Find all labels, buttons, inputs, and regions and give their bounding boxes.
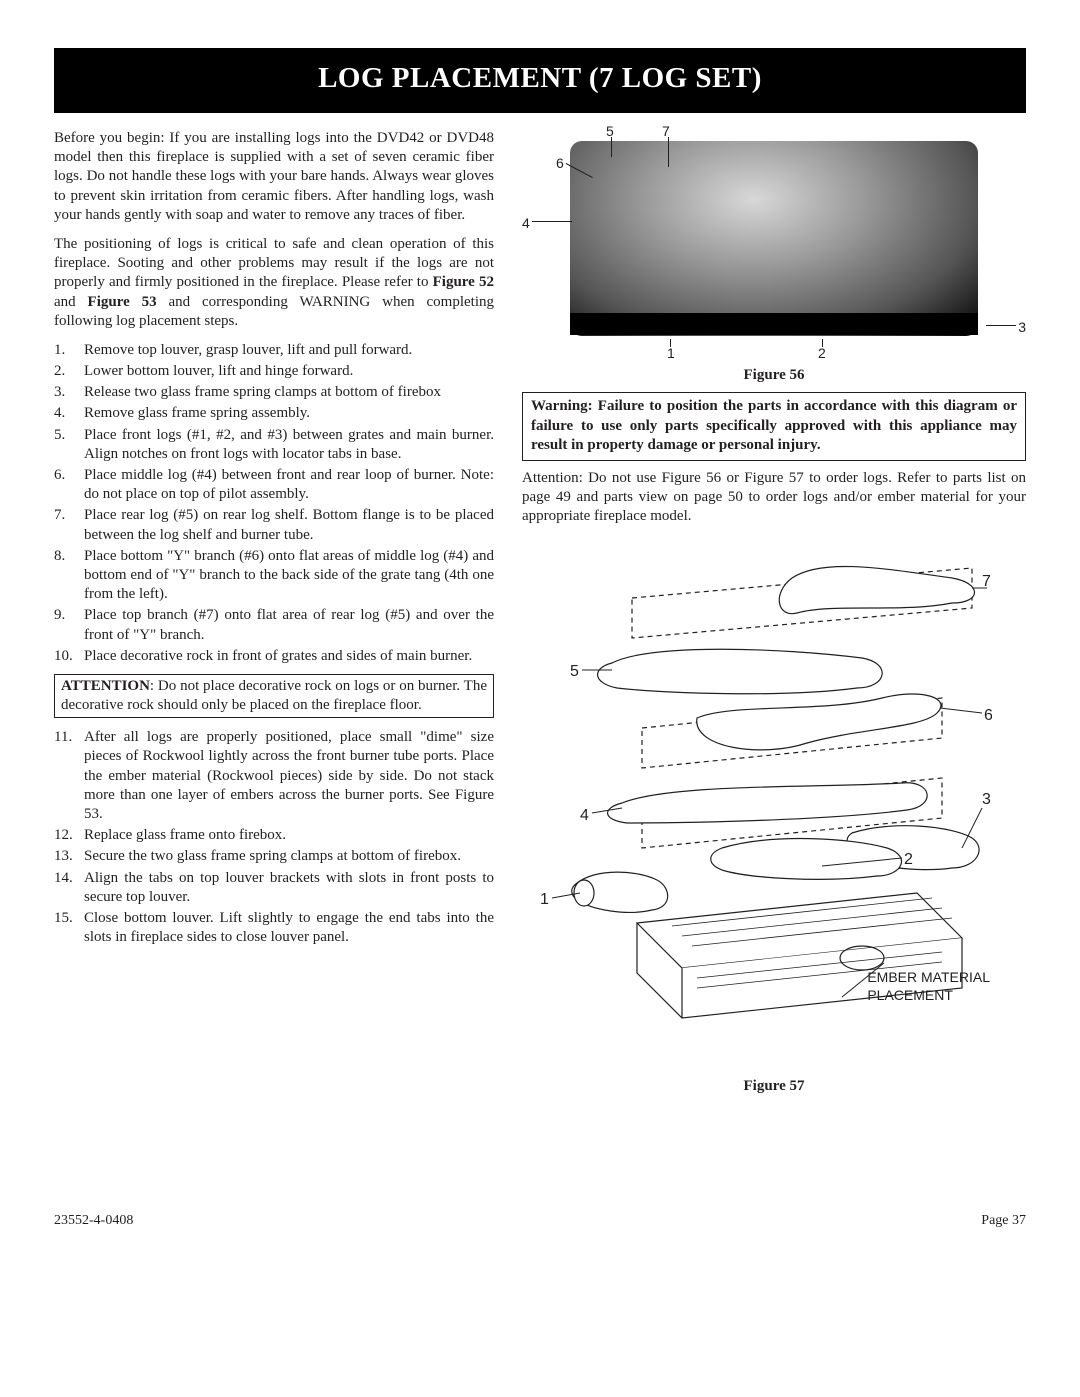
callout-5: 5 bbox=[606, 123, 614, 139]
intro-paragraph-2: The positioning of logs is critical to s… bbox=[54, 235, 494, 331]
step: After all logs are properly positioned, … bbox=[54, 728, 494, 824]
section-title: LOG PLACEMENT (7 LOG SET) bbox=[54, 48, 1026, 113]
callout-6: 6 bbox=[556, 155, 564, 171]
ref-fig52: Figure 52 bbox=[433, 274, 494, 290]
step: Place front logs (#1, #2, and #3) betwee… bbox=[54, 426, 494, 464]
dlabel-7: 7 bbox=[982, 573, 991, 590]
steps-list-b: After all logs are properly positioned, … bbox=[54, 728, 494, 947]
step: Close bottom louver. Lift slightly to en… bbox=[54, 909, 494, 947]
step: Remove glass frame spring assembly. bbox=[54, 404, 494, 423]
step: Place rear log (#5) on rear log shelf. B… bbox=[54, 506, 494, 544]
right-column: 4 5 6 7 1 2 3 Figure 56 Warning: Failure… bbox=[522, 129, 1026, 1103]
callout-2: 2 bbox=[818, 345, 826, 361]
callout-4: 4 bbox=[522, 215, 530, 231]
ember-l1: EMBER MATERIAL bbox=[867, 969, 990, 987]
step: Secure the two glass frame spring clamps… bbox=[54, 847, 494, 866]
attention-right: Attention: Do not use Figure 56 or Figur… bbox=[522, 469, 1026, 527]
step: Place bottom "Y" branch (#6) onto flat a… bbox=[54, 547, 494, 605]
left-column: Before you begin: If you are installing … bbox=[54, 129, 494, 1103]
step: Release two glass frame spring clamps at… bbox=[54, 383, 494, 402]
log-photo-base bbox=[570, 313, 978, 335]
page-footer: 23552-4-0408 Page 37 bbox=[54, 1213, 1026, 1229]
figure-56-caption: Figure 56 bbox=[522, 367, 1026, 384]
dlabel-2: 2 bbox=[904, 851, 913, 868]
step: Place decorative rock in front of grates… bbox=[54, 647, 494, 666]
dlabel-6: 6 bbox=[984, 707, 992, 724]
warning-box: Warning: Failure to position the parts i… bbox=[522, 392, 1026, 461]
figure-56-photo: 4 5 6 7 1 2 3 bbox=[522, 123, 1026, 363]
step: Place middle log (#4) between front and … bbox=[54, 466, 494, 504]
attention-lead: ATTENTION bbox=[61, 678, 150, 694]
footer-doc-id: 23552-4-0408 bbox=[54, 1213, 133, 1229]
ref-fig53: Figure 53 bbox=[88, 294, 157, 310]
footer-page-number: Page 37 bbox=[981, 1213, 1026, 1229]
attention-box: ATTENTION: Do not place decorative rock … bbox=[54, 674, 494, 718]
steps-list-a: Remove top louver, grasp louver, lift an… bbox=[54, 341, 494, 666]
step: Align the tabs on top louver brackets wi… bbox=[54, 869, 494, 907]
ember-l2: PLACEMENT bbox=[867, 987, 990, 1005]
step: Remove top louver, grasp louver, lift an… bbox=[54, 341, 494, 360]
two-column-layout: Before you begin: If you are installing … bbox=[54, 129, 1026, 1103]
dlabel-4: 4 bbox=[580, 807, 589, 824]
log-photo-image bbox=[570, 141, 978, 336]
step: Replace glass frame onto firebox. bbox=[54, 826, 494, 845]
callout-1: 1 bbox=[667, 345, 675, 361]
ember-material-label: EMBER MATERIAL PLACEMENT bbox=[867, 969, 990, 1004]
step: Lower bottom louver, lift and hinge forw… bbox=[54, 362, 494, 381]
dlabel-5: 5 bbox=[570, 663, 579, 680]
figure-57-caption: Figure 57 bbox=[522, 1078, 1026, 1095]
dlabel-1: 1 bbox=[540, 891, 549, 908]
intro2-a: The positioning of logs is critical to s… bbox=[54, 236, 494, 290]
figure-57-diagram: 1 2 3 4 5 6 7 EMBER MATERIAL PLACEMENT bbox=[522, 548, 1026, 1068]
step: Place top branch (#7) onto flat area of … bbox=[54, 606, 494, 644]
intro2-c: and bbox=[54, 294, 88, 310]
intro-paragraph-1: Before you begin: If you are installing … bbox=[54, 129, 494, 225]
callout-3: 3 bbox=[1018, 319, 1026, 335]
dlabel-3: 3 bbox=[982, 791, 991, 808]
